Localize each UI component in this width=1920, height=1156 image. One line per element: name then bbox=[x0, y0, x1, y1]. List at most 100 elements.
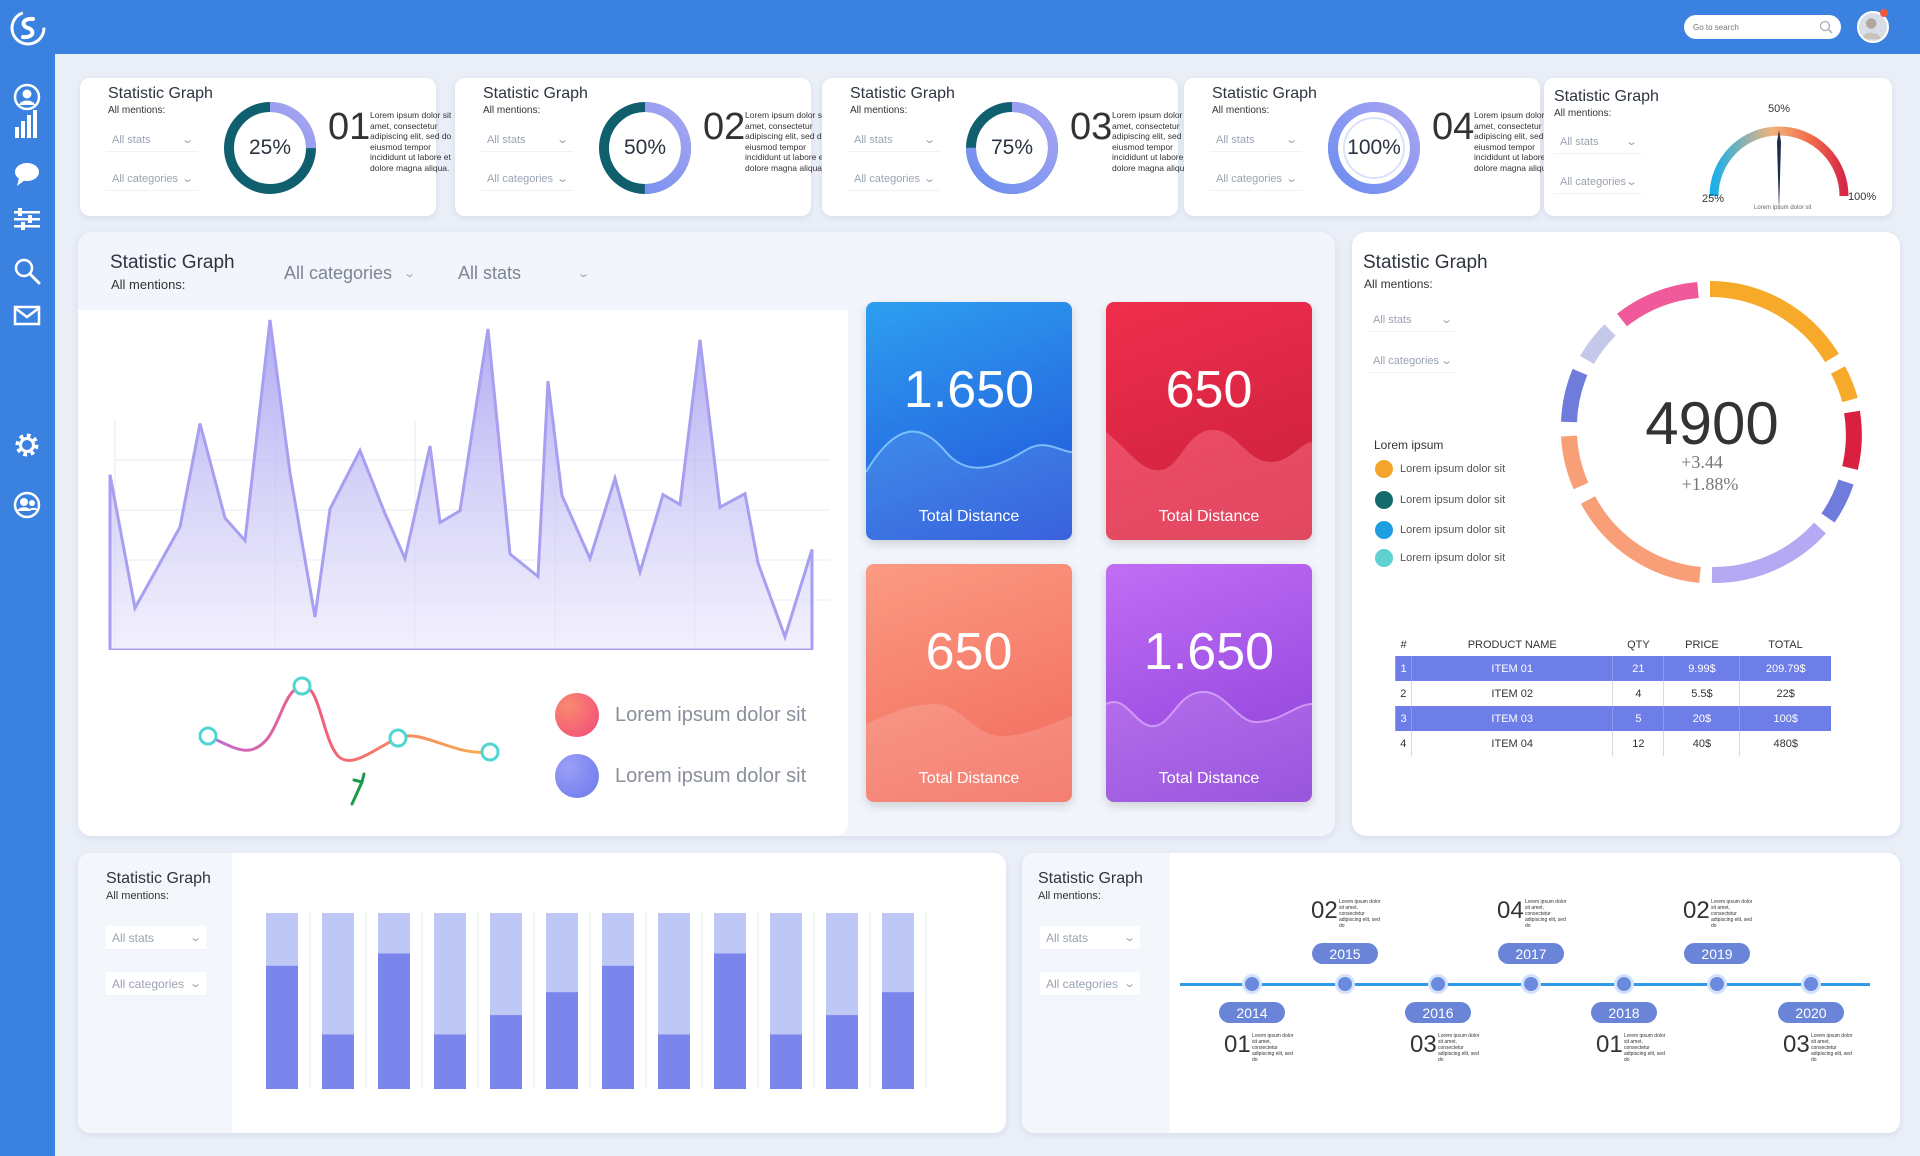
table-row[interactable]: 3 ITEM 03 5 20$ 100$ bbox=[1394, 706, 1831, 731]
bar-value bbox=[266, 965, 298, 1089]
timeline-text: Lorem ipsum dolor sit amet, consectetur … bbox=[1624, 1033, 1666, 1063]
search-input[interactable] bbox=[1684, 15, 1804, 39]
stat-tile[interactable]: 1.650 Total Distance bbox=[866, 302, 1072, 540]
timeline-text: Lorem ipsum dolor sit amet, consectetur … bbox=[1711, 899, 1753, 929]
bar-value bbox=[658, 1034, 690, 1089]
table-cell: ITEM 01 bbox=[1411, 656, 1613, 681]
logo-s-icon[interactable] bbox=[8, 6, 48, 50]
percent-label: 50% bbox=[623, 136, 667, 159]
timeline-node[interactable] bbox=[1428, 974, 1448, 994]
table-header: PRODUCT NAME bbox=[1467, 639, 1557, 651]
panel-title: Statistic Graph bbox=[1363, 252, 1488, 273]
chevron-down-icon: ⌄ bbox=[555, 134, 569, 146]
legend-dot bbox=[1375, 460, 1393, 478]
search-icon[interactable] bbox=[8, 252, 46, 290]
table-cell: 21 bbox=[1612, 656, 1664, 681]
donut-progress-arc bbox=[1328, 102, 1420, 194]
stats-dropdown[interactable]: All stats ⌄ bbox=[848, 128, 940, 152]
categories-dropdown[interactable]: All categories ⌄ bbox=[1210, 167, 1302, 191]
bar-value bbox=[490, 1015, 522, 1089]
area-series bbox=[108, 319, 814, 650]
legend-item: Lorem ipsum dolor sit bbox=[1375, 460, 1505, 478]
mail-icon[interactable] bbox=[8, 296, 46, 334]
timeline-node[interactable] bbox=[1707, 974, 1727, 994]
categories-dropdown[interactable]: All categories ⌄ bbox=[1554, 170, 1642, 194]
dropdown-label: All stats bbox=[854, 133, 893, 146]
timeline-year[interactable]: 2017 bbox=[1498, 943, 1564, 964]
timeline-year[interactable]: 2019 bbox=[1684, 943, 1750, 964]
table-cell: 100$ bbox=[1739, 706, 1831, 731]
legend-label: Lorem ipsum dolor sit bbox=[1400, 463, 1506, 475]
table-row[interactable]: 1 ITEM 01 21 9.99$ 209.79$ bbox=[1394, 656, 1831, 681]
timeline-number: 01 bbox=[1596, 1031, 1623, 1058]
timeline-year[interactable]: 2015 bbox=[1312, 943, 1378, 964]
ring-delta-2: +1.88% bbox=[1682, 474, 1739, 494]
percent-donut: 100% bbox=[1326, 100, 1422, 196]
kpi-description: Lorem ipsum dolor sit amet, consectetur … bbox=[370, 110, 452, 173]
stats-dropdown[interactable]: All stats ⌄ bbox=[106, 128, 198, 152]
donut-progress-arc bbox=[599, 102, 691, 194]
timeline-node[interactable] bbox=[1335, 974, 1355, 994]
stats-dropdown[interactable]: All stats ⌄ bbox=[452, 257, 594, 291]
chevron-down-icon: ⌄ bbox=[188, 932, 202, 944]
dropdown-label: All categories bbox=[284, 263, 393, 283]
categories-dropdown[interactable]: All categories ⌄ bbox=[481, 167, 573, 191]
chevron-down-icon: ⌄ bbox=[1439, 355, 1453, 367]
categories-dropdown[interactable]: All categories ⌄ bbox=[848, 167, 940, 191]
legend-item: Lorem ipsum dolor sit bbox=[1375, 549, 1505, 567]
stats-dropdown[interactable]: All stats ⌄ bbox=[1210, 128, 1302, 152]
timeline-node[interactable] bbox=[1521, 974, 1541, 994]
chat-icon[interactable] bbox=[8, 155, 46, 193]
table-row[interactable]: 4 ITEM 04 12 40$ 480$ bbox=[1396, 731, 1831, 756]
timeline-year[interactable]: 2016 bbox=[1405, 1002, 1471, 1023]
stat-tile[interactable]: 650 Total Distance bbox=[866, 564, 1072, 802]
kpi-description: Lorem ipsum dolor sit amet, consectetur … bbox=[1474, 110, 1556, 173]
legend-item: Lorem ipsum dolor sit bbox=[555, 693, 806, 737]
search-icon[interactable] bbox=[1819, 20, 1833, 34]
categories-dropdown[interactable]: All categories ⌄ bbox=[106, 167, 198, 191]
timeline-panel: Statistic Graph All mentions: All stats ⌄… bbox=[1022, 853, 1900, 1133]
chevron-down-icon: ⌄ bbox=[1284, 173, 1298, 185]
table-row[interactable]: 2 ITEM 02 4 5.5$ 22$ bbox=[1396, 681, 1831, 706]
stats-dropdown[interactable]: All stats ⌄ bbox=[1554, 130, 1642, 154]
categories-dropdown[interactable]: All categories ⌄ bbox=[106, 972, 206, 996]
stat-tile[interactable]: 1.650 Total Distance bbox=[1106, 564, 1312, 802]
categories-dropdown[interactable]: All categories ⌄ bbox=[1040, 972, 1140, 996]
timeline-year[interactable]: 2020 bbox=[1778, 1002, 1844, 1023]
kpi-number: 04 bbox=[1432, 106, 1475, 148]
donut-progress-arc bbox=[966, 102, 1058, 194]
timeline-year[interactable]: 2014 bbox=[1219, 1002, 1285, 1023]
users-icon[interactable] bbox=[8, 486, 46, 524]
stats-dropdown[interactable]: All stats ⌄ bbox=[481, 128, 573, 152]
timeline-year[interactable]: 2018 bbox=[1591, 1002, 1657, 1023]
bars-panel: Statistic Graph All mentions: All stats ⌄… bbox=[78, 853, 1006, 1133]
search-box[interactable] bbox=[1684, 15, 1841, 39]
categories-dropdown[interactable]: All categories ⌄ bbox=[278, 257, 420, 291]
bar-value bbox=[770, 1034, 802, 1089]
timeline-node[interactable] bbox=[1242, 974, 1262, 994]
stat-tile[interactable]: 650 Total Distance bbox=[1106, 302, 1312, 540]
timeline-node[interactable] bbox=[1801, 974, 1821, 994]
table-cell: ITEM 04 bbox=[1411, 731, 1613, 756]
sliders-icon[interactable] bbox=[8, 200, 46, 238]
kpi-number: 03 bbox=[1070, 106, 1113, 148]
timeline-text: Lorem ipsum dolor sit amet, consectetur … bbox=[1339, 899, 1381, 929]
chevron-down-icon: ⌄ bbox=[1122, 978, 1136, 990]
timeline-text: Lorem ipsum dolor sit amet, consectetur … bbox=[1252, 1033, 1294, 1063]
categories-dropdown[interactable]: All categories ⌄ bbox=[1367, 349, 1457, 373]
trend-arrow-icon bbox=[350, 772, 366, 806]
chevron-down-icon: ⌄ bbox=[922, 173, 936, 185]
table-cell: 40$ bbox=[1663, 731, 1740, 756]
bar-chart-icon[interactable] bbox=[8, 104, 46, 144]
legend-dot bbox=[1375, 521, 1393, 539]
timeline-node[interactable] bbox=[1614, 974, 1634, 994]
stats-dropdown[interactable]: All stats ⌄ bbox=[1367, 308, 1457, 332]
tile-value: 650 bbox=[1165, 361, 1253, 419]
dropdown-label: All stats bbox=[1046, 930, 1089, 945]
gear-icon[interactable] bbox=[8, 426, 46, 464]
stats-dropdown[interactable]: All stats ⌄ bbox=[1040, 926, 1140, 950]
bar-value bbox=[826, 1015, 858, 1089]
stats-dropdown[interactable]: All stats ⌄ bbox=[106, 926, 206, 950]
user-icon[interactable] bbox=[8, 78, 46, 116]
legend-dot bbox=[1375, 549, 1393, 567]
